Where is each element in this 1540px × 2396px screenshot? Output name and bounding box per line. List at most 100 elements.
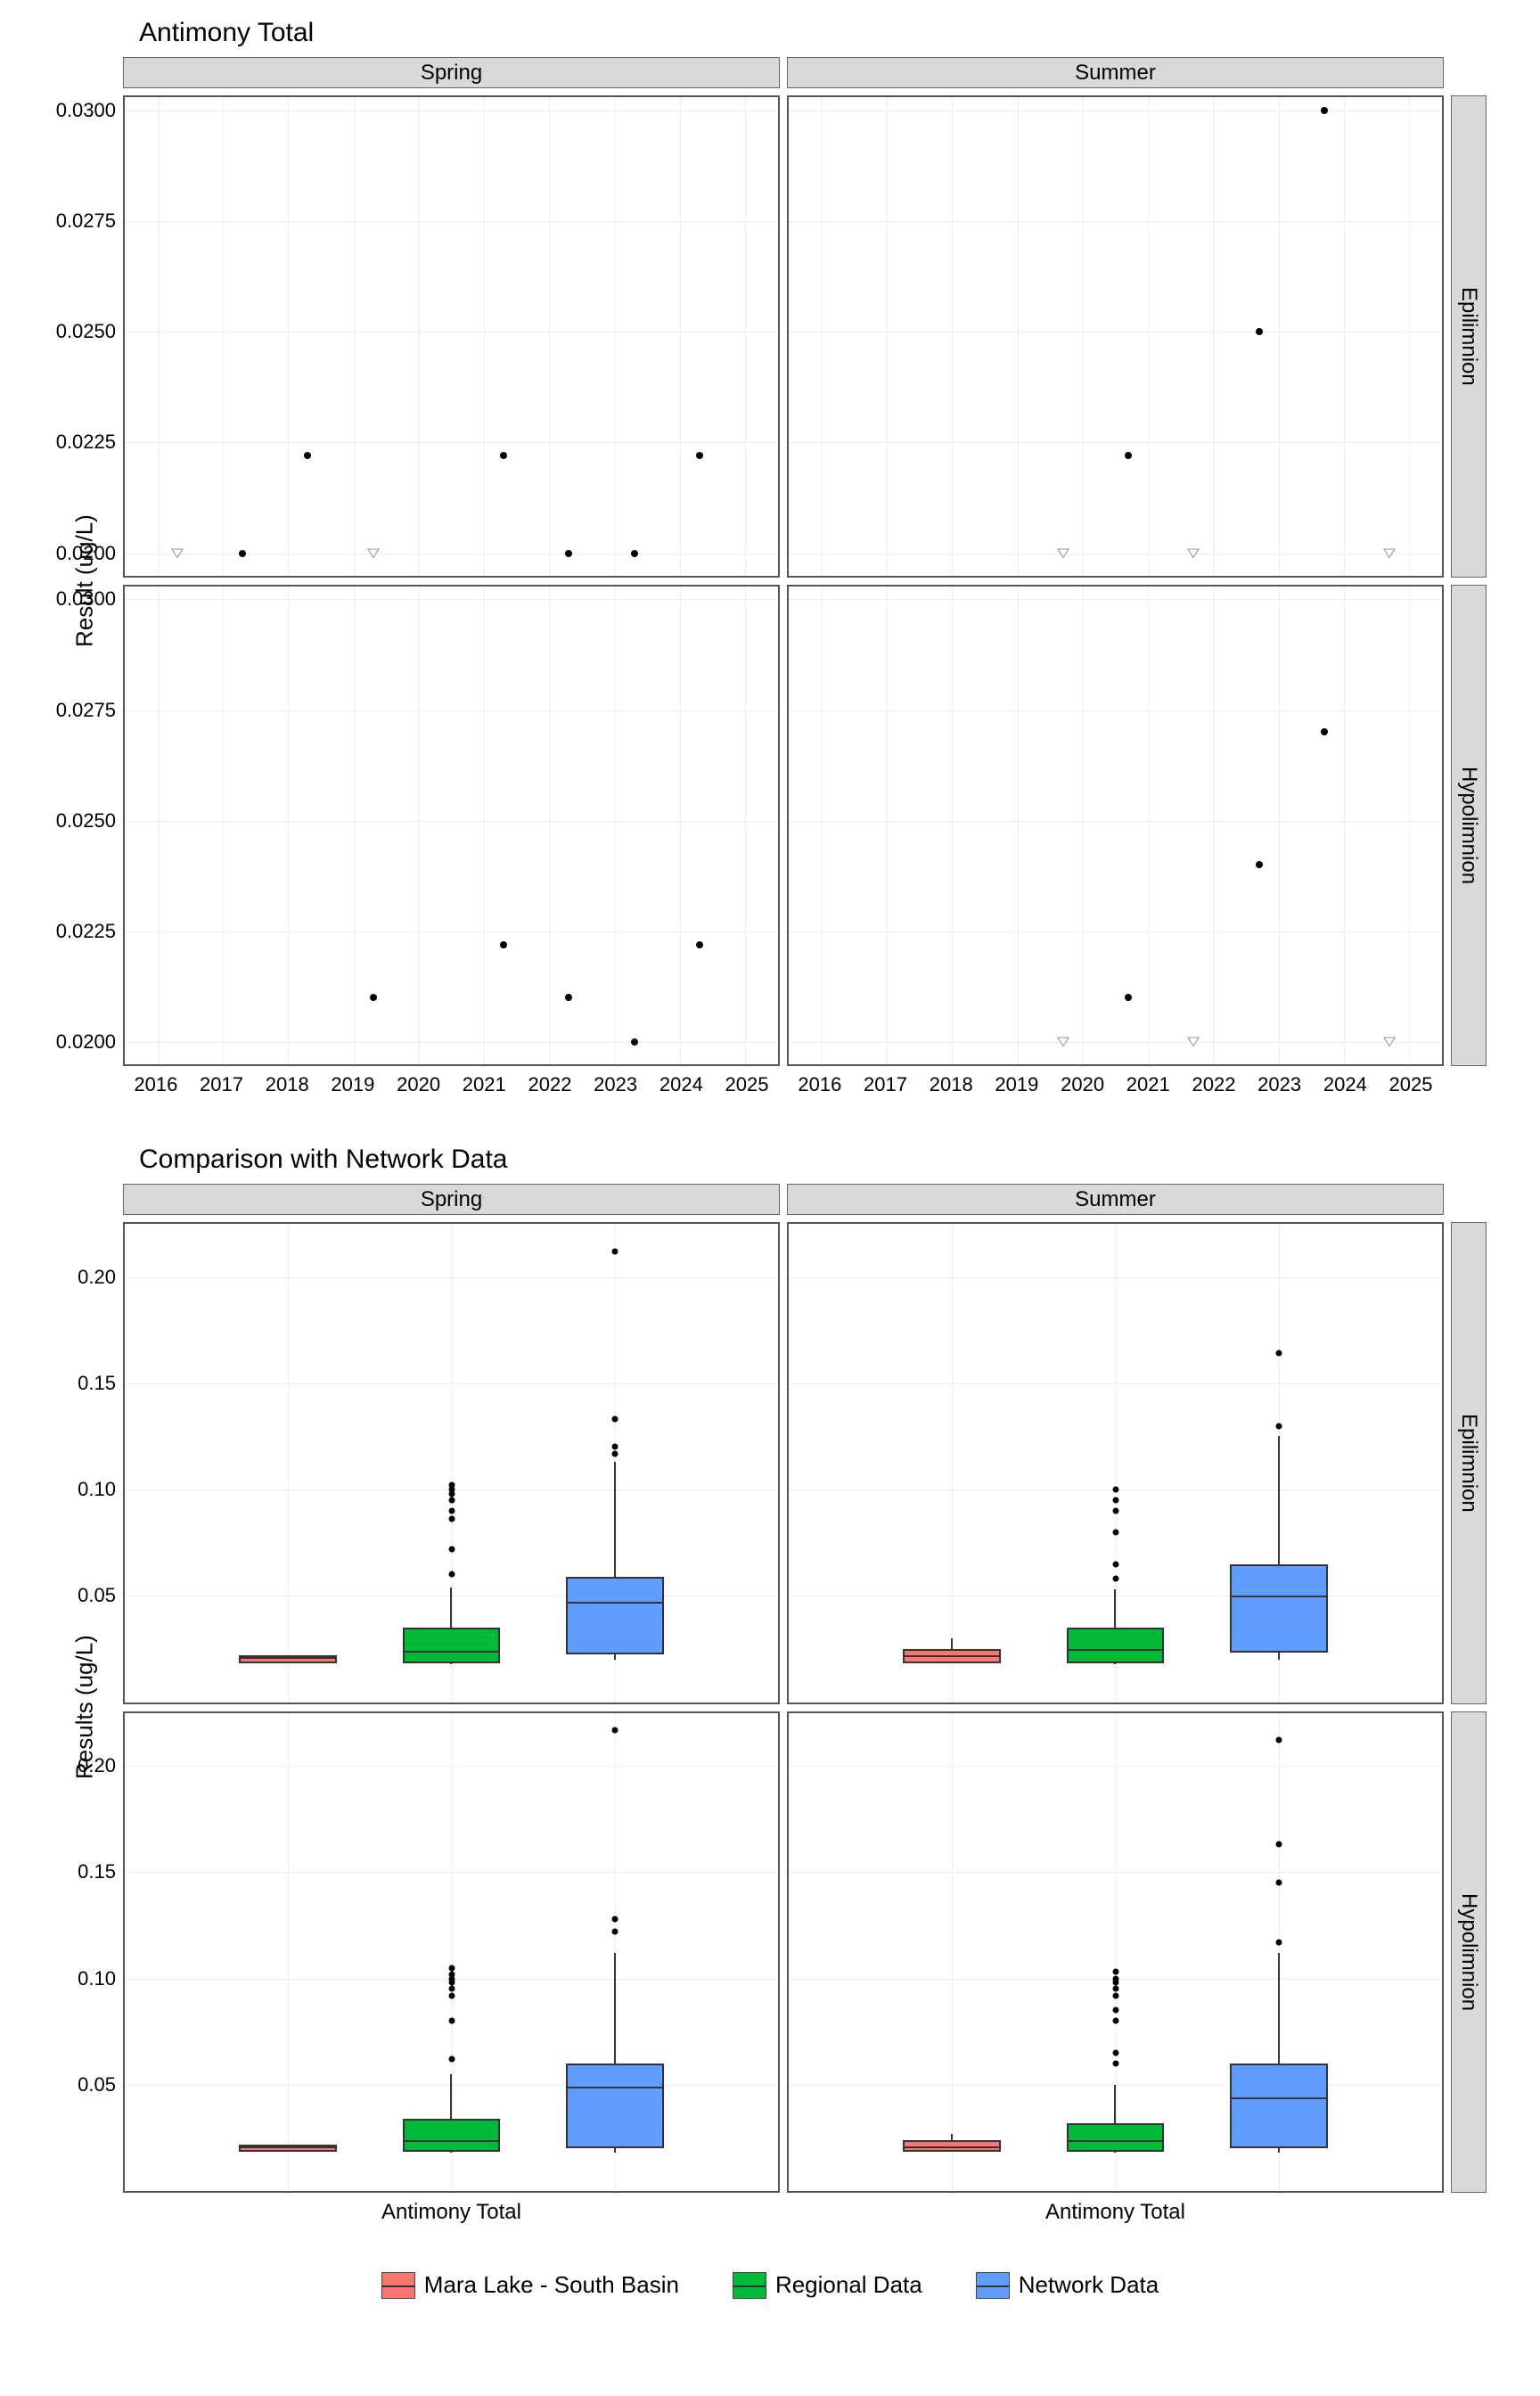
data-point xyxy=(370,994,377,1001)
data-point xyxy=(1125,452,1132,459)
panel-spring-epi: 0.02000.02250.02500.02750.0300 xyxy=(123,95,780,578)
facet2-col-summer: Summer xyxy=(787,1184,1444,1215)
panel2-summer-hypo xyxy=(787,1711,1444,2194)
data-point xyxy=(631,550,638,557)
legend-label: Regional Data xyxy=(775,2271,922,2299)
chart1-title: Antimony Total xyxy=(139,18,1487,48)
data-point xyxy=(565,994,572,1001)
censored-point-icon xyxy=(1383,548,1396,558)
outlier-point xyxy=(1112,2018,1118,2024)
outlier-point xyxy=(1275,1737,1282,1744)
boxplot-mara xyxy=(239,1713,337,2192)
censored-point-icon xyxy=(367,548,380,558)
panel2-summer-epi xyxy=(787,1222,1444,1704)
boxplot-regional xyxy=(1067,1713,1165,2192)
legend-label: Mara Lake - South Basin xyxy=(424,2271,679,2299)
outlier-point xyxy=(1112,1561,1118,1567)
boxplot-chart: Comparison with Network Data Results (ug… xyxy=(53,1145,1487,2236)
legend-item: Network Data xyxy=(976,2271,1159,2299)
outlier-point xyxy=(1112,1992,1118,1998)
data-point xyxy=(696,941,703,948)
legend-label: Network Data xyxy=(1019,2271,1159,2299)
outlier-point xyxy=(1112,1969,1118,1975)
panel-summer-epi xyxy=(787,95,1444,578)
facet2-col-spring: Spring xyxy=(123,1184,780,1215)
outlier-point xyxy=(611,1248,618,1254)
outlier-point xyxy=(1275,1940,1282,1946)
censored-point-icon xyxy=(171,548,184,558)
facet-row-epi: Epilimnion xyxy=(1451,95,1487,578)
legend-item: Mara Lake - South Basin xyxy=(381,2271,679,2299)
outlier-point xyxy=(611,1444,618,1450)
data-point xyxy=(565,550,572,557)
outlier-point xyxy=(448,1516,455,1522)
facet-row-hypo: Hypolimnion xyxy=(1451,585,1487,1067)
outlier-point xyxy=(448,1571,455,1578)
data-point xyxy=(1321,728,1328,735)
outlier-point xyxy=(1275,1350,1282,1357)
outlier-point xyxy=(611,1416,618,1423)
data-point xyxy=(1256,861,1263,868)
censored-point-icon xyxy=(1187,1038,1200,1047)
outlier-point xyxy=(611,1929,618,1935)
boxplot-regional xyxy=(403,1224,501,1703)
data-point xyxy=(500,452,507,459)
outlier-point xyxy=(448,1497,455,1503)
panel-spring-hypo: 0.02000.02250.02500.02750.0300 xyxy=(123,585,780,1067)
outlier-point xyxy=(448,1507,455,1514)
boxplot-regional xyxy=(403,1713,501,2192)
boxplot-network xyxy=(1230,1224,1328,1703)
outlier-point xyxy=(448,1965,455,1971)
outlier-point xyxy=(1112,1497,1118,1503)
boxplot-mara xyxy=(903,1713,1001,2192)
data-point xyxy=(239,550,246,557)
censored-point-icon xyxy=(1383,1038,1396,1047)
data-point xyxy=(631,1038,638,1046)
scatter-chart: Antimony Total Result (ug/L) Spring Summ… xyxy=(53,18,1487,1109)
outlier-point xyxy=(611,1727,618,1733)
legend-swatch xyxy=(733,2272,766,2299)
panel2-spring-epi: 0.050.100.150.20 xyxy=(123,1222,780,1704)
chart2-title: Comparison with Network Data xyxy=(139,1145,1487,1175)
panel-summer-hypo xyxy=(787,585,1444,1067)
outlier-point xyxy=(1275,1423,1282,1429)
outlier-point xyxy=(611,1916,618,1922)
data-point xyxy=(1125,994,1132,1001)
censored-point-icon xyxy=(1187,548,1200,558)
outlier-point xyxy=(448,2018,455,2024)
censored-point-icon xyxy=(1057,1038,1069,1047)
outlier-point xyxy=(1112,1487,1118,1493)
outlier-point xyxy=(448,1546,455,1552)
xaxis2-2: Antimony Total xyxy=(787,2200,1444,2236)
boxplot-network xyxy=(566,1713,664,2192)
legend-swatch xyxy=(381,2272,415,2299)
outlier-point xyxy=(1112,1507,1118,1514)
data-point xyxy=(1321,107,1328,114)
outlier-point xyxy=(448,1986,455,1992)
outlier-point xyxy=(1112,1529,1118,1535)
outlier-point xyxy=(1112,2060,1118,2066)
legend-swatch xyxy=(976,2272,1010,2299)
outlier-point xyxy=(448,1971,455,1977)
facet2-row-hypo: Hypolimnion xyxy=(1451,1711,1487,2194)
boxplot-mara xyxy=(239,1224,337,1703)
outlier-point xyxy=(448,1992,455,1998)
outlier-point xyxy=(1275,1880,1282,1886)
facet-col-spring: Spring xyxy=(123,57,780,88)
facet-col-summer: Summer xyxy=(787,57,1444,88)
boxplot-network xyxy=(566,1224,664,1703)
boxplot-network xyxy=(1230,1713,1328,2192)
data-point xyxy=(304,452,311,459)
xaxis-1: 2016201720182019202020212022202320242025 xyxy=(123,1073,780,1109)
outlier-point xyxy=(1275,1842,1282,1848)
boxplot-mara xyxy=(903,1224,1001,1703)
boxplot-regional xyxy=(1067,1224,1165,1703)
outlier-point xyxy=(1112,1975,1118,1982)
censored-point-icon xyxy=(1057,548,1069,558)
outlier-point xyxy=(448,2056,455,2063)
data-point xyxy=(1256,328,1263,335)
panel2-spring-hypo: 0.050.100.150.20 xyxy=(123,1711,780,2194)
outlier-point xyxy=(1112,2050,1118,2056)
outlier-point xyxy=(1112,1986,1118,1992)
outlier-point xyxy=(448,1482,455,1489)
